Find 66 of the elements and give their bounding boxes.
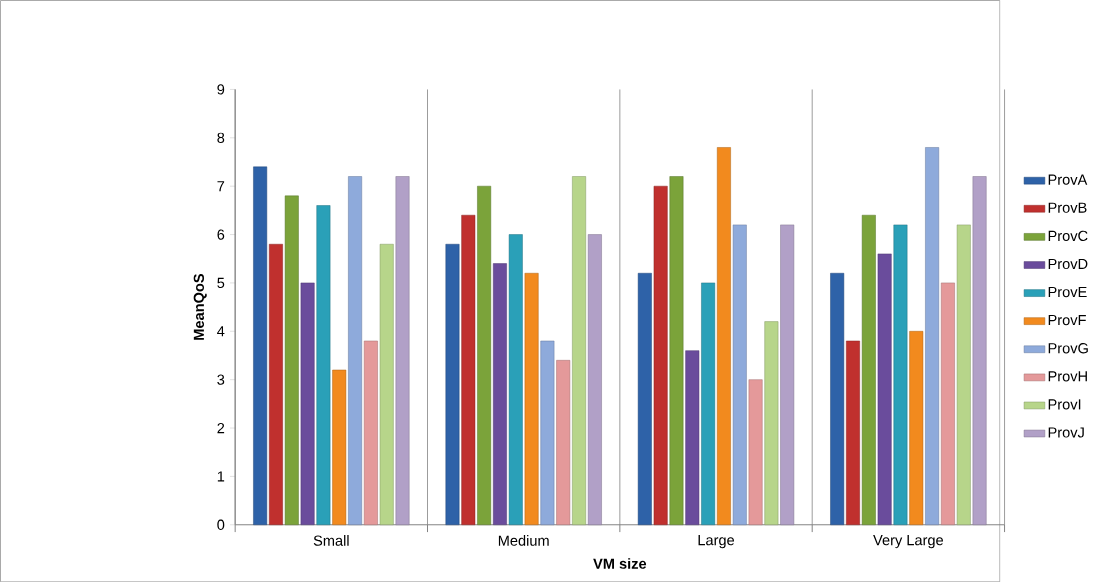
bar [587,234,602,525]
legend-label: ProvA [1048,174,1088,185]
y-tick-label: 8 [217,132,225,143]
bar [748,379,763,525]
y-tick-label: 7 [217,180,225,192]
bar [572,176,586,525]
bar [508,234,523,525]
bar [940,282,955,525]
y-tick-label: 3 [217,374,225,385]
bar [653,185,668,525]
bar [284,195,299,525]
bar [477,185,492,525]
legend-label: ProvB [1048,202,1087,213]
bar [780,224,795,525]
bar [363,340,378,525]
bar [830,272,845,525]
legend-label: ProvF [1048,314,1086,326]
y-tick-label: 4 [217,326,225,337]
bar [395,176,410,525]
bar [348,176,362,525]
bar [764,321,779,525]
bar [540,340,555,525]
bar [379,243,394,525]
y-tick-label: 5 [217,277,225,288]
x-axis-title: VM size [593,557,647,569]
bar [524,272,539,525]
x-tick-label: Very Large [873,534,944,548]
y-tick-label: 6 [217,229,225,240]
bar [956,224,971,525]
bar [269,243,283,525]
bar [861,214,876,525]
bar [300,282,315,525]
bar [877,253,892,525]
y-tick-label: 1 [217,471,225,482]
y-tick-label: 9 [217,84,225,95]
bar [925,147,940,525]
x-tick-label: Medium [498,534,549,546]
bar [461,214,476,525]
bar [316,205,331,525]
bar [556,359,571,525]
bar [972,176,987,525]
bar [716,147,731,525]
y-axis-title: MeanQoS [193,273,207,340]
x-tick-label: Small [313,534,349,546]
bar [445,243,460,525]
bar [637,272,652,525]
legend-label: ProvJ [1048,427,1084,438]
legend-label: ProvE [1048,286,1087,297]
bar [909,330,924,525]
bar [701,282,716,525]
legend-label: ProvH [1048,371,1087,382]
bar [493,263,507,525]
legend-label: ProvD [1048,258,1088,269]
y-tick-label: 2 [217,422,225,433]
legend-label: ProvC [1048,230,1088,241]
bar [669,176,684,525]
bar [732,224,747,525]
bar [332,369,347,525]
y-tick-label: 0 [217,519,225,530]
x-tick-label: Large [698,534,735,548]
bar [846,340,860,525]
legend-label: ProvI [1048,399,1081,410]
legend-label: ProvG [1048,342,1088,354]
bar [685,350,700,525]
bar [253,166,268,525]
bar [893,224,908,525]
